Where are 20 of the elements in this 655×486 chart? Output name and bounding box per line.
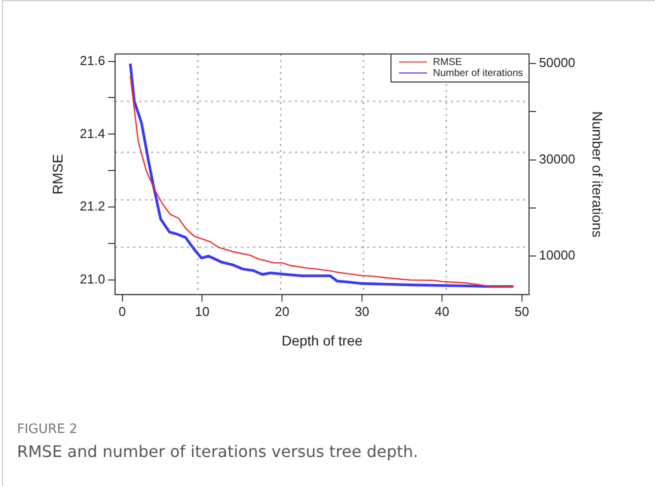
y2-tick-label: 10000 (539, 248, 576, 263)
y2-tick-label: 50000 (539, 55, 576, 70)
x-tick-label: 20 (274, 304, 290, 319)
x-tick-label: 50 (514, 304, 530, 319)
legend-label: RMSE (433, 56, 462, 68)
y-axis-title: RMSE (49, 154, 66, 195)
y2-axis-title: Number of iterations (590, 111, 606, 238)
x-tick-label: 40 (434, 304, 450, 319)
y2-tick-label: 30000 (539, 151, 576, 166)
legend-label: Number of iterations (433, 68, 524, 79)
caption: FIGURE 2 (17, 422, 78, 437)
y-tick-label: 21.2 (80, 198, 106, 214)
y-tick-label: 21.6 (80, 52, 106, 68)
text: RMSE and number of iterations versus tree depth. (17, 442, 418, 461)
y-tick-label: 21.4 (80, 126, 106, 141)
x-tick-label: 10 (194, 304, 210, 319)
x-tick-label: 0 (118, 304, 126, 319)
x-axis-title: Depth of tree (282, 332, 363, 348)
y-tick-label: 21.0 (80, 272, 106, 287)
x-tick-label: 30 (354, 304, 370, 319)
